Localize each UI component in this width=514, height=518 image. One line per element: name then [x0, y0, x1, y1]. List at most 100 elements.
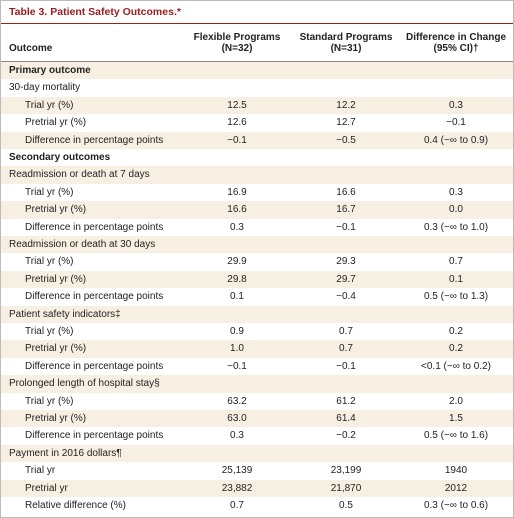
- cell: 61.4: [336, 413, 356, 424]
- cell: 0.5 (−∞ to 1.3): [423, 291, 489, 303]
- row-bg: [1, 201, 513, 219]
- cell: 2012: [444, 482, 468, 494]
- cell: 63.0: [227, 413, 247, 424]
- group-title: Patient safety indicators‡: [9, 308, 121, 320]
- cell: 1940: [444, 465, 468, 477]
- row-label: Relative difference (%): [25, 500, 126, 511]
- cell: 0.5 (−∞ to 1.6): [423, 430, 489, 442]
- column-header: (N=32): [221, 43, 253, 54]
- row-bg: [1, 96, 513, 115]
- cell: 0.3: [449, 186, 463, 198]
- cell: 21,870: [330, 482, 362, 494]
- cell: 2.0: [449, 395, 463, 407]
- row-bg: [1, 131, 513, 149]
- cell: 0.2: [449, 343, 463, 355]
- row-label: Trial yr (%): [25, 326, 74, 337]
- group-title: Prolonged length of hospital stay§: [9, 378, 160, 390]
- row-bg: [1, 305, 513, 323]
- cell: 0.0: [449, 204, 463, 216]
- row-label: Trial yr (%): [25, 186, 74, 198]
- cell: 0.4 (−∞ to 0.9): [423, 134, 489, 146]
- row-bg: [1, 340, 513, 358]
- cell: 25,139: [221, 465, 253, 477]
- cell: 1.5: [449, 413, 463, 424]
- cell: 63.2: [227, 395, 247, 407]
- header-rule: [1, 61, 513, 62]
- group-title: Readmission or death at 7 days: [9, 169, 150, 181]
- cell: 0.5: [339, 500, 353, 511]
- cell: 1.0: [230, 343, 244, 355]
- cell: 0.7: [449, 256, 463, 268]
- cell: 0.7: [339, 326, 353, 337]
- column-header: Flexible Programs: [193, 32, 281, 43]
- cell: −0.1: [336, 360, 356, 372]
- row-label: Difference in percentage points: [25, 360, 164, 372]
- cell: 16.6: [227, 204, 247, 216]
- group-title: Readmission or death at 30 days: [9, 239, 156, 250]
- cell: −0.1: [227, 134, 247, 146]
- row-bg: [1, 410, 513, 428]
- cell: −0.1: [336, 221, 356, 233]
- cell: 12.6: [227, 117, 247, 129]
- column-header: Standard Programs: [299, 32, 393, 43]
- table-title: Table 3. Patient Safety Outcomes.*: [9, 6, 181, 18]
- cell: 23,199: [330, 465, 362, 477]
- row-label: Pretrial yr (%): [25, 343, 87, 355]
- row-label: Trial yr (%): [25, 256, 74, 268]
- section-title: Secondary outcomes: [9, 152, 111, 163]
- row-label: Pretrial yr (%): [25, 413, 87, 424]
- row-bg: [1, 444, 513, 463]
- cell: 0.1: [449, 273, 463, 285]
- column-header: Outcome: [9, 43, 53, 54]
- cell: 0.3: [230, 430, 244, 442]
- cell: 0.1: [230, 291, 244, 303]
- cell: 29.3: [336, 256, 356, 268]
- row-bg: [1, 375, 513, 393]
- cell: 0.3: [230, 221, 244, 233]
- column-header: Difference in Change: [405, 32, 507, 43]
- cell: 29.9: [227, 256, 247, 268]
- section-title: Primary outcome: [9, 65, 91, 76]
- cell: 16.9: [227, 186, 247, 198]
- cell: 16.7: [336, 204, 356, 216]
- column-header: (95% CI)†: [433, 43, 479, 54]
- cell: −0.1: [446, 117, 466, 129]
- row-label: Difference in percentage points: [25, 134, 164, 146]
- cell: 12.5: [227, 99, 247, 111]
- cell: 0.3: [449, 99, 463, 111]
- row-label: Trial yr (%): [25, 395, 74, 407]
- cell: 0.7: [230, 500, 244, 511]
- row-bg: [1, 236, 513, 254]
- title-rule: [1, 23, 513, 24]
- column-header: (N=31): [330, 43, 362, 54]
- cell: −0.4: [336, 291, 356, 303]
- row-label: Pretrial yr (%): [25, 273, 87, 285]
- cell: −0.5: [336, 134, 356, 146]
- row-label: Pretrial yr: [25, 482, 68, 494]
- row-label: Difference in percentage points: [25, 430, 164, 442]
- cell: 29.7: [336, 273, 356, 285]
- group-title: Payment in 2016 dollars¶: [9, 447, 122, 459]
- cell: 0.3 (−∞ to 1.0): [423, 221, 489, 233]
- row-label: Trial yr: [25, 465, 56, 477]
- row-bg: [1, 479, 513, 497]
- cell: 29.8: [227, 273, 247, 285]
- cell: 0.7: [339, 343, 353, 355]
- row-label: Trial yr (%): [25, 99, 74, 111]
- cell: 0.3 (−∞ to 0.6): [423, 500, 489, 511]
- row-label: Difference in percentage points: [25, 221, 164, 233]
- cell: 61.2: [336, 395, 356, 407]
- cell: 16.6: [336, 186, 356, 198]
- cell: <0.1 (−∞ to 0.2): [421, 360, 491, 372]
- cell: 12.7: [336, 117, 356, 129]
- cell: −0.1: [227, 360, 247, 372]
- cell: −0.2: [336, 430, 356, 442]
- cell: 0.2: [449, 326, 463, 337]
- row-label: Pretrial yr (%): [25, 204, 87, 216]
- cell: 0.9: [230, 326, 244, 337]
- group-title: 30-day mortality: [9, 82, 81, 94]
- row-label: Difference in percentage points: [25, 291, 164, 303]
- row-bg: [1, 166, 513, 184]
- row-bg: [1, 62, 513, 80]
